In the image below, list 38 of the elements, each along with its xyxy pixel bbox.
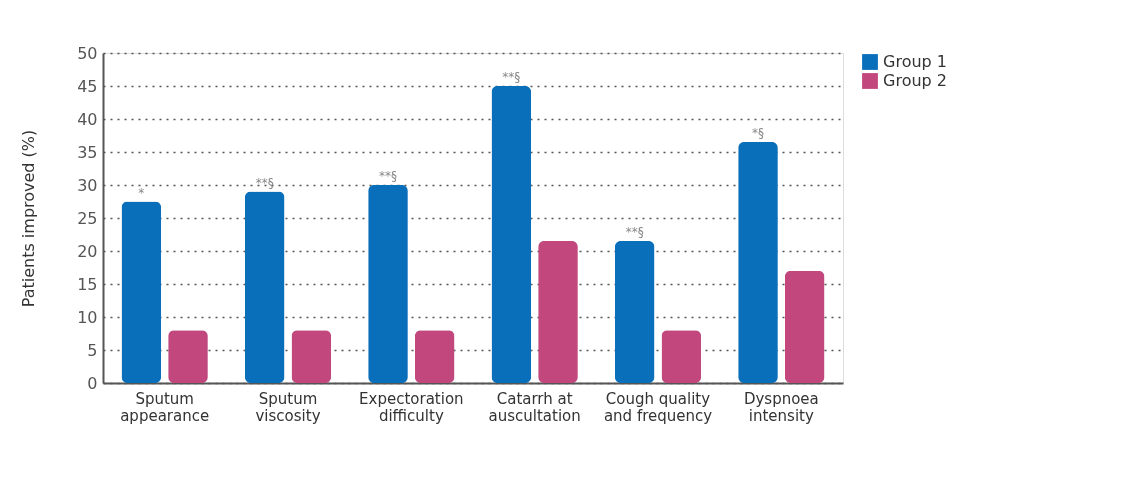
annotation: *§ xyxy=(752,126,764,141)
legend-label: Group 2 xyxy=(883,71,947,90)
y-tick-label: 10 xyxy=(77,307,98,327)
x-tick-label: Dyspnoea intensity xyxy=(743,389,819,425)
bar xyxy=(414,330,455,383)
bar xyxy=(491,86,532,383)
x-tick-label: Sputum appearance xyxy=(120,389,210,425)
y-tick-label: 25 xyxy=(77,208,98,228)
bar xyxy=(614,241,655,383)
annotation: **§ xyxy=(255,175,274,190)
y-tick-label: 20 xyxy=(77,241,98,261)
y-tick-label: 5 xyxy=(87,340,98,360)
y-tick-label: 35 xyxy=(77,142,98,162)
legend-label: Group 1 xyxy=(883,52,947,71)
bar xyxy=(168,330,208,383)
y-tick-label: 45 xyxy=(77,76,98,96)
annotation: **§ xyxy=(625,225,644,240)
annotation: * xyxy=(138,185,145,200)
bar xyxy=(121,201,162,383)
x-tick-label: Sputum viscosity xyxy=(255,389,321,425)
bar xyxy=(661,330,702,383)
bar xyxy=(291,330,332,383)
x-tick-label: Catarrh at auscultation xyxy=(488,389,581,425)
bar xyxy=(244,191,285,383)
bar xyxy=(784,270,825,383)
annotation: **§ xyxy=(379,169,397,183)
bar xyxy=(368,185,408,383)
bar xyxy=(538,241,578,383)
x-tick-label: Cough quality and frequency xyxy=(603,389,713,425)
y-axis-title: Patients improved (%) xyxy=(19,129,39,308)
y-tick-label: 0 xyxy=(87,373,98,393)
x-tick-label: Expectoration difficulty xyxy=(359,389,464,425)
y-tick-label: 30 xyxy=(77,175,98,195)
y-tick-label: 15 xyxy=(77,274,98,294)
y-tick-label: 50 xyxy=(77,43,98,63)
annotation: **§ xyxy=(502,70,521,84)
y-tick-label: 40 xyxy=(77,109,98,129)
bar xyxy=(738,142,778,383)
